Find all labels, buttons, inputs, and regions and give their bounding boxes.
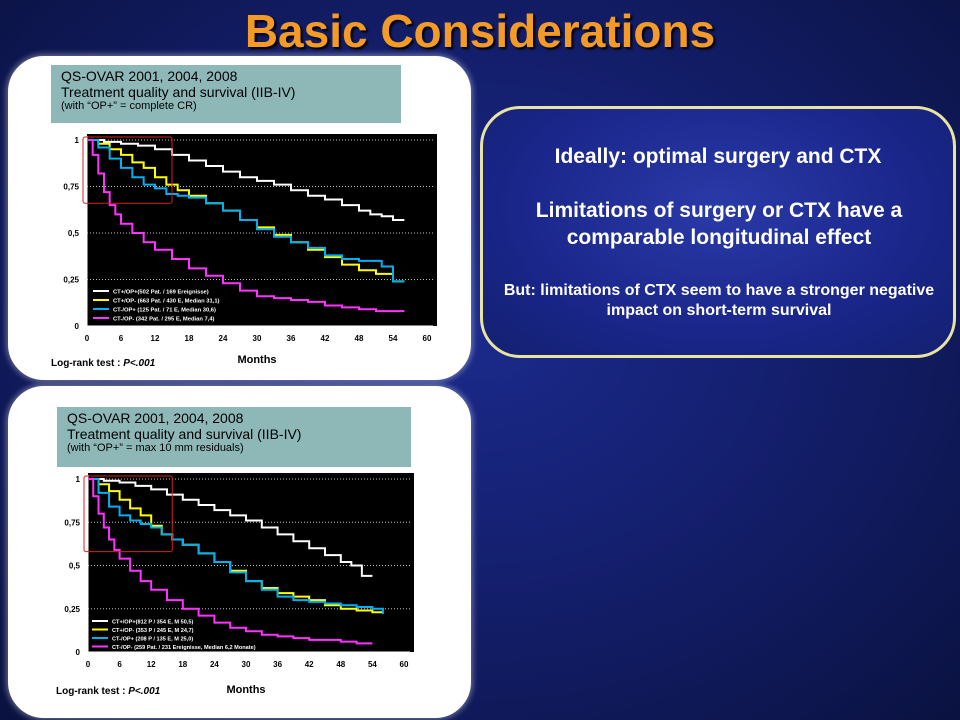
y-tick-label: 0,25: [64, 605, 80, 614]
study-info-box: QS-OVAR 2001, 2004, 2008 Treatment quali…: [51, 65, 401, 123]
legend-label: CT+/OP- (663 Pat. / 430 E, Median 31,1): [113, 299, 220, 305]
x-tick-label: 42: [321, 334, 330, 343]
survival-chart-1: 0 0,25 0,5 0,75 1 0 6 12 18 24 30 36 42 48 54 60 Months C…: [63, 134, 437, 366]
plot-area: [88, 473, 414, 652]
y-tick-label: 1: [76, 475, 81, 484]
x-tick-label: 48: [355, 334, 364, 343]
x-axis-label: Months: [237, 354, 276, 366]
x-tick-label: 12: [151, 334, 160, 343]
key-point-1: Ideally: optimal surgery and CTX: [554, 145, 882, 168]
key-point-2: Limitations of surgery or CTX have a com…: [535, 199, 903, 250]
highlight-box: [83, 475, 173, 553]
x-tick-label: 12: [147, 660, 156, 669]
y-tick-label: 0: [75, 322, 80, 331]
study-name: QS-OVAR 2001, 2004, 2008: [67, 410, 244, 426]
study-subtitle: Treatment quality and survival (IIB-IV): [67, 426, 302, 443]
series-line-4: [88, 478, 373, 645]
x-tick-label: 30: [242, 660, 251, 669]
series-line-1: [88, 478, 373, 577]
x-tick-label: 18: [185, 334, 194, 343]
x-tick-label: 6: [117, 660, 122, 669]
study-definition: (with “OP+” = max 10 mm residuals): [67, 442, 244, 455]
y-tick-label: 0,75: [63, 183, 79, 192]
legend-label: CT-/OP- (342 Pat. / 295 E, Median 7,4): [113, 317, 215, 323]
x-tick-label: 54: [389, 334, 398, 343]
x-tick-label: 36: [273, 660, 282, 669]
x-tick-label: 24: [219, 334, 228, 343]
logrank-test: Log-rank test : P<.001: [56, 686, 160, 697]
survival-chart-panel-1: QS-OVAR 2001, 2004, 2008 Treatment quali…: [8, 56, 471, 380]
series-line-3: [87, 139, 405, 283]
y-tick-label: 0: [76, 648, 81, 657]
y-tick-label: 0,75: [64, 518, 80, 527]
x-tick-label: 60: [400, 660, 409, 669]
highlight-box: [82, 136, 173, 204]
survival-chart-2: 0 0,25 0,5 0,75 1 0 6 12 18 24 30 36 42 48 54 60 Months C…: [64, 473, 414, 696]
slide-title: Basic Considerations: [244, 5, 716, 57]
study-definition: (with “OP+” = complete CR): [61, 100, 197, 113]
y-tick-label: 1: [75, 136, 80, 145]
study-info-box: QS-OVAR 2001, 2004, 2008 Treatment quali…: [57, 407, 411, 467]
logrank-test: Log-rank test : P<.001: [51, 358, 155, 369]
x-tick-label: 0: [86, 660, 91, 669]
legend-label: CT-/OP- (259 Pat. / 231 Ereignisse, Medi…: [112, 645, 256, 651]
legend-label: CT-/OP+ (208 P / 135 E, M 25,0): [112, 637, 193, 643]
series-line-4: [87, 139, 405, 313]
x-tick-label: 30: [253, 334, 262, 343]
survival-chart-panel-2: QS-OVAR 2001, 2004, 2008 Treatment quali…: [8, 386, 471, 718]
y-tick-label: 0,5: [68, 229, 80, 238]
x-tick-label: 60: [423, 334, 432, 343]
study-subtitle: Treatment quality and survival (IIB-IV): [61, 84, 296, 101]
x-tick-label: 48: [336, 660, 345, 669]
key-point-3: But: limitations of CTX seem to have a s…: [503, 282, 935, 319]
x-tick-label: 36: [287, 334, 296, 343]
legend-label: CT+/OP+(812 P / 354 E, M 50,5): [112, 620, 193, 626]
study-name: QS-OVAR 2001, 2004, 2008: [61, 68, 238, 84]
legend-label: CT+/OP- (353 P / 245 E, M 24,7): [112, 628, 194, 634]
logrank-p-value: P<.001: [123, 358, 156, 369]
legend-label: CT-/OP+ (125 Pat. / 71 E, Median 30,6): [113, 308, 216, 314]
x-tick-label: 6: [119, 334, 124, 343]
y-tick-label: 0,5: [69, 562, 81, 571]
logrank-label: Log-rank test :: [51, 358, 124, 369]
logrank-p-value: P<.001: [128, 686, 161, 697]
logrank-label: Log-rank test :: [56, 686, 129, 697]
x-tick-label: 24: [210, 660, 219, 669]
x-tick-label: 42: [305, 660, 314, 669]
x-tick-label: 54: [368, 660, 377, 669]
legend-label: CT+/OP+(502 Pat. / 169 Ereignisse): [113, 290, 209, 296]
y-tick-label: 0,25: [63, 276, 79, 285]
x-tick-label: 18: [178, 660, 187, 669]
key-points-box: Ideally: optimal surgery and CTX Limitat…: [480, 106, 956, 358]
x-tick-label: 0: [85, 334, 90, 343]
series-line-3: [88, 478, 384, 614]
series-line-1: [87, 139, 405, 221]
x-axis-label: Months: [226, 684, 265, 696]
